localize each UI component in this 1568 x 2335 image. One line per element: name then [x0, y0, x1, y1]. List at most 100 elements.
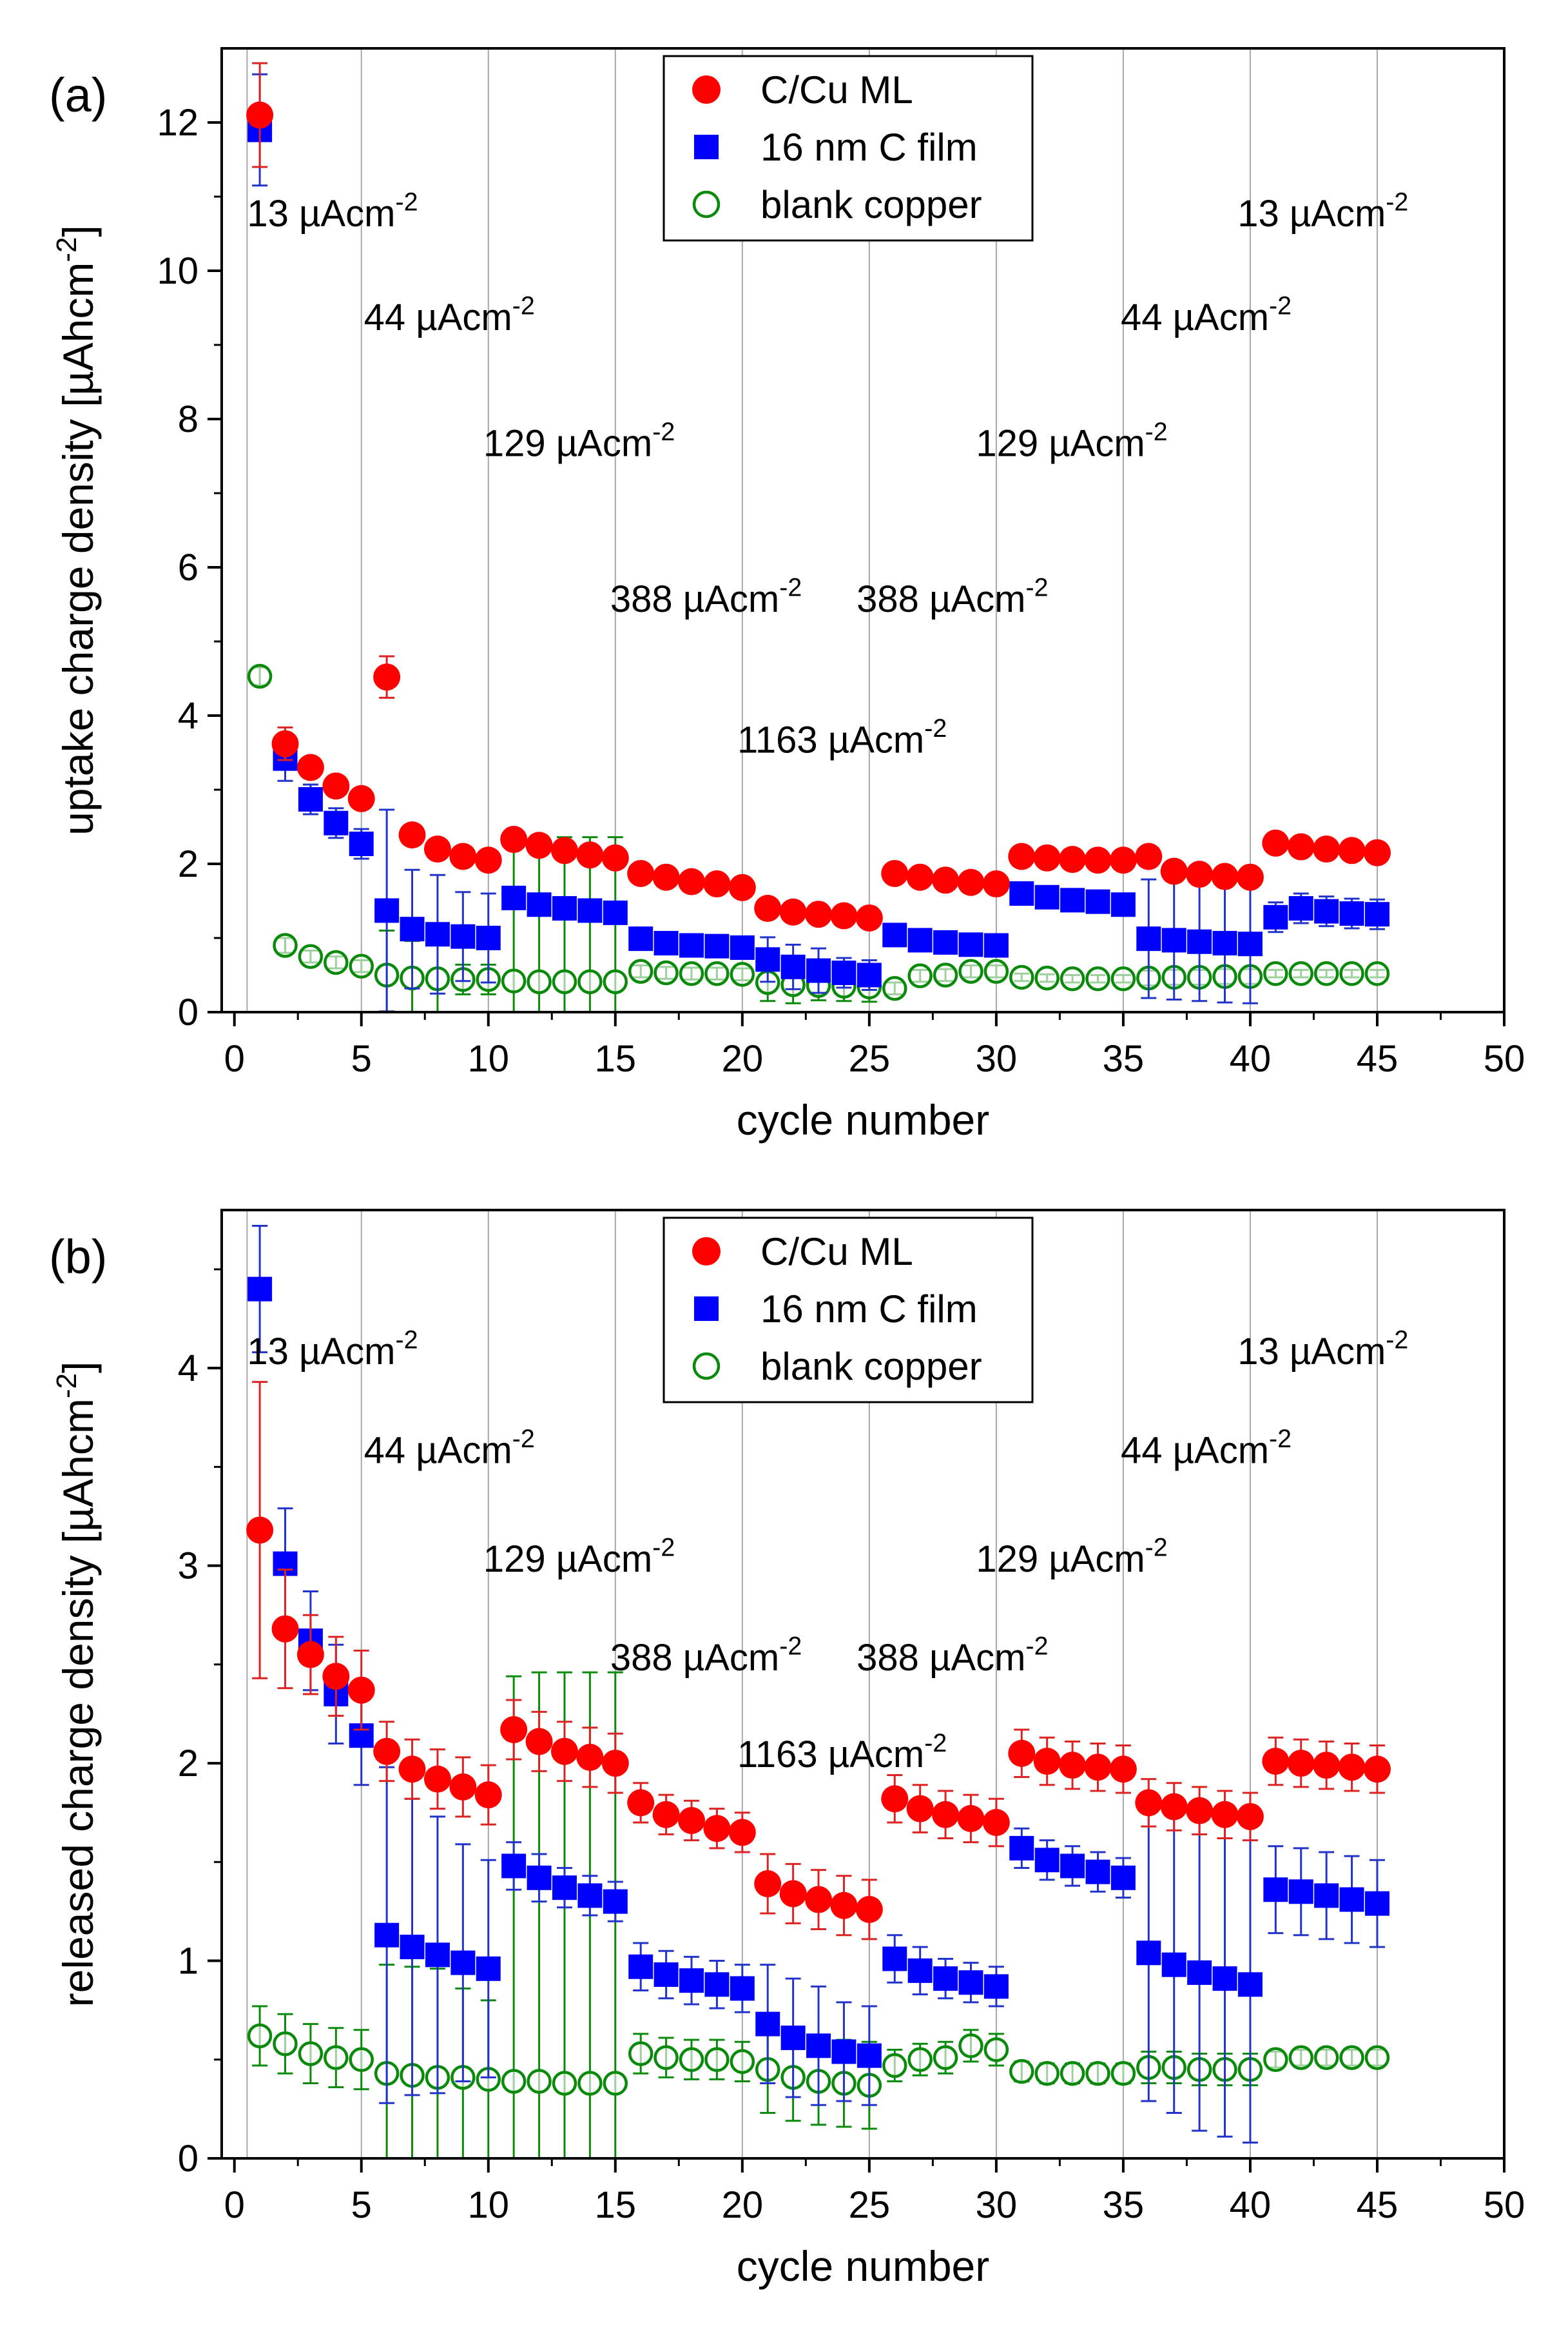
point-c-cu-ml [906, 1795, 934, 1822]
point-c-film [1110, 1865, 1136, 1890]
point-blank-copper [983, 959, 1009, 984]
y-axis-label-end: ] [54, 225, 102, 237]
point-blank-copper [933, 962, 958, 988]
legend-marker-c-film [694, 1296, 719, 1321]
rate-annotation-text: 44 µAcm [364, 297, 512, 338]
point-blank-copper [1364, 961, 1390, 986]
point-c-cu-ml [754, 895, 782, 922]
point-c-cu-ml [550, 1737, 578, 1765]
point-c-film [603, 1889, 628, 1914]
x-tick-label: 5 [351, 2184, 372, 2226]
point-c-film [1009, 881, 1034, 906]
point-c-film [1237, 1972, 1263, 1997]
point-c-cu-ml [474, 846, 502, 874]
point-c-cu-ml [1135, 843, 1163, 870]
point-c-cu-ml [627, 859, 655, 887]
point-c-film [247, 1276, 273, 1302]
rate-annotation: 13 µAcm-2 [247, 188, 418, 235]
point-c-film [857, 962, 882, 988]
rate-annotation-text: 44 µAcm [1121, 1429, 1269, 1471]
point-blank-copper [324, 2045, 349, 2070]
legend-marker-c-cu-ml [692, 75, 721, 104]
rate-annotation: 44 µAcm-2 [1121, 292, 1292, 338]
point-c-film [679, 933, 704, 958]
point-c-film [780, 2026, 806, 2051]
point-c-film [628, 926, 653, 952]
rate-annotation: 13 µAcm-2 [247, 1326, 418, 1373]
rate-annotation-sup: -2 [395, 1326, 418, 1354]
point-c-cu-ml [500, 826, 528, 854]
point-blank-copper [1313, 961, 1339, 986]
point-c-film [933, 930, 958, 955]
point-blank-copper [577, 2071, 603, 2096]
point-c-film [577, 1883, 603, 1908]
point-c-film [374, 1922, 400, 1948]
point-c-cu-ml [1059, 1752, 1087, 1779]
point-c-cu-ml [1338, 837, 1366, 865]
point-blank-copper [704, 961, 730, 986]
point-c-cu-ml [703, 1815, 731, 1842]
y-axis-label-sup: -2 [51, 237, 82, 262]
legend-marker-blank-copper [692, 190, 721, 219]
point-blank-copper [907, 2047, 933, 2073]
point-blank-copper [1110, 966, 1136, 992]
x-tick-label: 40 [1230, 2184, 1272, 2226]
point-c-film [1161, 928, 1186, 953]
point-blank-copper [628, 2041, 653, 2066]
point-blank-copper [983, 2037, 1009, 2062]
point-blank-copper [679, 2047, 704, 2073]
rate-annotation: 129 µAcm-2 [976, 418, 1167, 464]
y-tick-label: 0 [178, 2138, 198, 2180]
rate-annotation: 13 µAcm-2 [1237, 188, 1408, 235]
point-blank-copper [653, 960, 679, 986]
rate-annotation-sup: -2 [924, 1729, 947, 1757]
point-c-film [374, 898, 400, 923]
point-c-film [882, 923, 907, 948]
point-blank-copper [349, 2047, 374, 2073]
rate-annotation-sup: -2 [652, 1533, 675, 1561]
rate-annotation-text: 388 µAcm [857, 578, 1025, 620]
point-c-film [704, 1972, 730, 1997]
rate-annotation-sup: -2 [1269, 1425, 1292, 1453]
point-c-cu-ml [1236, 863, 1264, 891]
rate-annotation-text: 13 µAcm [1237, 1331, 1386, 1373]
point-c-film [1212, 1966, 1237, 1991]
point-c-cu-ml [1109, 846, 1137, 874]
point-blank-copper [1110, 2060, 1136, 2086]
point-blank-copper [1263, 2047, 1288, 2073]
rate-annotation-text: 44 µAcm [1121, 297, 1269, 338]
point-c-film [730, 1976, 755, 2001]
point-c-film [1339, 901, 1364, 926]
y-axis-label-main: released charge density [µAhcm [54, 1398, 102, 2007]
x-tick-label: 5 [351, 1038, 372, 1080]
x-tick-label: 45 [1357, 1038, 1399, 1080]
rate-annotation-sup: -2 [924, 714, 947, 743]
point-c-cu-ml [728, 1819, 756, 1846]
point-blank-copper [552, 969, 577, 995]
point-c-cu-ml [881, 1785, 909, 1813]
point-c-cu-ml [423, 1765, 451, 1793]
point-c-cu-ml [1186, 861, 1214, 888]
legend: C/Cu ML 16 nm C film blank copper [663, 1216, 1034, 1403]
point-c-cu-ml [322, 772, 350, 800]
point-c-film [755, 947, 780, 972]
rate-annotation-text: 129 µAcm [976, 1538, 1145, 1580]
point-c-cu-ml [779, 1880, 807, 1908]
rate-annotation-sup: -2 [1025, 574, 1048, 602]
rate-annotation-sup: -2 [1025, 1632, 1048, 1661]
x-axis-label: cycle number [737, 1096, 990, 1144]
point-c-cu-ml [754, 1870, 782, 1898]
point-c-cu-ml [830, 1891, 858, 1919]
rate-annotation-sup: -2 [779, 574, 802, 602]
rate-annotation: 388 µAcm-2 [857, 1632, 1048, 1679]
rate-annotation-sup: -2 [652, 418, 675, 446]
x-tick-label: 20 [722, 1038, 764, 1080]
rate-annotation-text: 13 µAcm [1237, 193, 1386, 235]
point-c-cu-ml [1236, 1803, 1264, 1830]
rate-annotation: 388 µAcm-2 [857, 574, 1048, 620]
x-tick-label: 15 [595, 1038, 637, 1080]
point-c-film [780, 954, 806, 979]
plot-frame [220, 1209, 1505, 2160]
point-c-cu-ml [1363, 839, 1391, 866]
point-c-cu-ml [982, 1809, 1010, 1837]
